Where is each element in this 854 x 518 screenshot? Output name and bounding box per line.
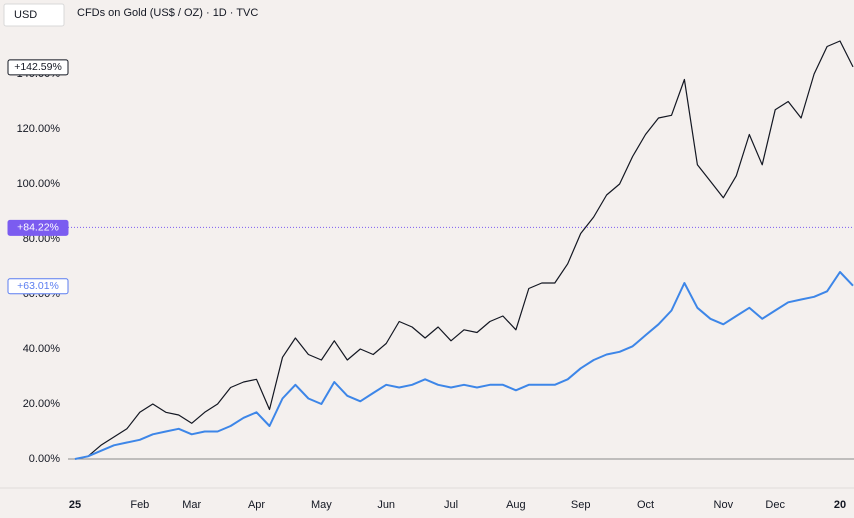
y-tick-label: 20.00% — [23, 398, 61, 410]
x-tick-label: Aug — [506, 499, 526, 511]
y-tick-label: 80.00% — [23, 233, 61, 245]
y-tick-label: 0.00% — [29, 453, 60, 465]
currency-box[interactable] — [3, 3, 65, 27]
currency-label[interactable]: USD — [14, 9, 37, 21]
y-tick-label: 40.00% — [23, 343, 61, 355]
x-tick-label: 25 — [69, 499, 81, 511]
x-tick-label: Mar — [182, 499, 201, 511]
series-line — [74, 271, 854, 460]
x-tick-label: 20 — [834, 499, 846, 511]
x-tick-label: Sep — [571, 499, 591, 511]
price-badge-label: +84.22% — [17, 222, 59, 234]
y-tick-label: 100.00% — [17, 178, 61, 190]
price-badge-label: +142.59% — [14, 61, 62, 73]
price-badge-label: +63.01% — [17, 280, 59, 292]
y-tick-label: 120.00% — [17, 123, 61, 135]
x-tick-label: Dec — [765, 499, 785, 511]
x-tick-label: Feb — [130, 499, 149, 511]
x-tick-label: Apr — [248, 499, 265, 511]
x-tick-label: Nov — [714, 499, 734, 511]
price-badge — [7, 278, 69, 295]
price-badge — [7, 219, 69, 236]
x-tick-label: Jun — [377, 499, 395, 511]
x-tick-label: May — [311, 499, 332, 511]
series-line — [74, 40, 854, 460]
x-tick-label: Jul — [444, 499, 458, 511]
price-badge — [7, 59, 69, 76]
chart-title: CFDs on Gold (US$ / OZ) · 1D · TVC — [77, 7, 258, 19]
x-tick-label: Oct — [637, 499, 654, 511]
